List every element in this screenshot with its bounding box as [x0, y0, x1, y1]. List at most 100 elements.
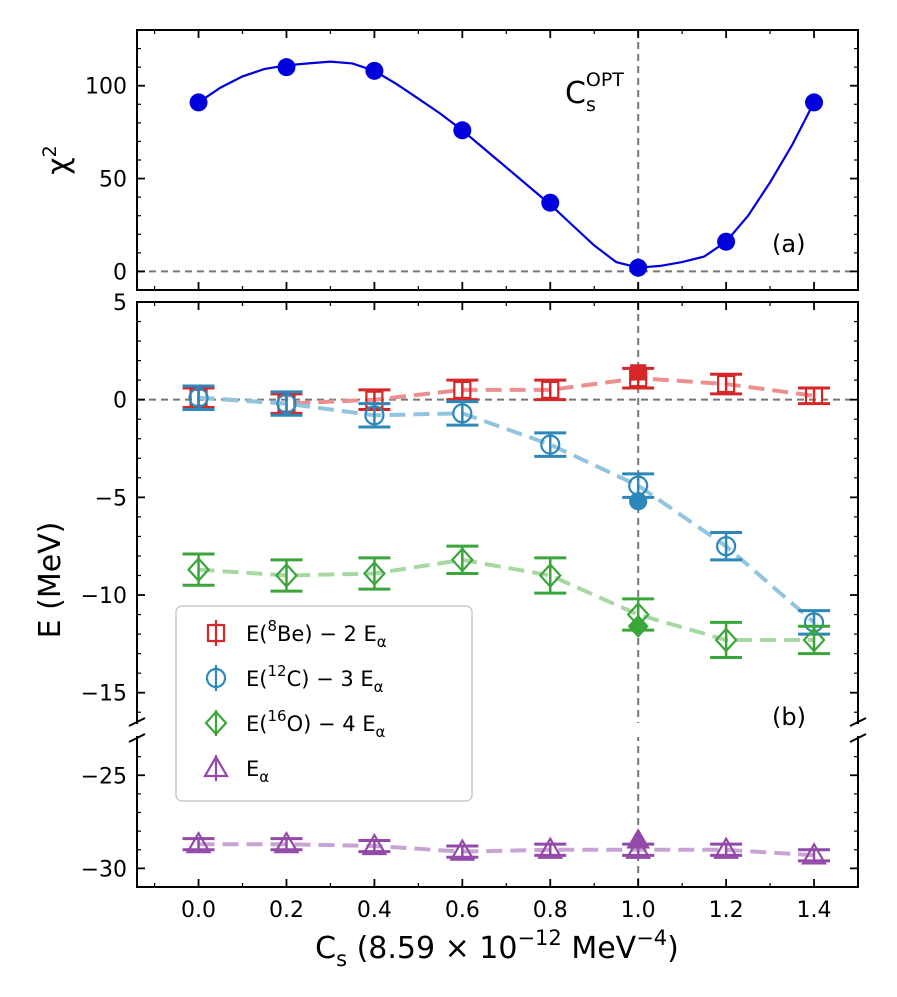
panel-a-reference-lines	[137, 30, 858, 290]
data-point	[540, 434, 561, 455]
panel-a-ylabel-sup: 2	[39, 145, 61, 157]
legend-marker	[206, 623, 226, 643]
legend-entry-diamond: E(16O) − 4 Eα	[204, 707, 386, 741]
ytick-label: −15	[81, 682, 127, 707]
xtick-label: 1.0	[621, 898, 656, 923]
legend-marker	[205, 667, 227, 689]
chi2-point	[365, 61, 384, 80]
data-point	[274, 562, 298, 589]
ytick-label: 5	[113, 291, 127, 316]
data-point	[804, 386, 824, 405]
data-point	[537, 836, 564, 859]
ytick-label: 100	[85, 75, 127, 100]
series-line	[198, 376, 815, 406]
ytick-label: −5	[95, 486, 127, 511]
optimal-point	[627, 614, 649, 638]
data-point	[452, 403, 473, 424]
x-axis-label-base: C	[315, 931, 336, 966]
axis-break-marks	[128, 717, 867, 743]
panel-b-label: (b)	[772, 703, 806, 731]
break-slash-right-bottom	[849, 733, 867, 743]
panel-a-frame	[136, 29, 859, 291]
data-point	[362, 560, 386, 587]
series-diamond	[182, 544, 831, 660]
series-line	[198, 842, 815, 858]
chi2-point	[453, 121, 472, 140]
x-axis-label-exp1: −12	[517, 926, 561, 950]
legend-label-mid: Be) − 2 E	[277, 622, 377, 646]
xtick-label: 1.4	[797, 898, 832, 923]
data-point	[364, 405, 385, 426]
data-point	[276, 393, 297, 414]
ytick-label: −30	[81, 857, 127, 882]
ytick-label: −25	[81, 764, 127, 789]
ytick-label: 50	[99, 168, 127, 193]
legend-label: Eα	[246, 757, 269, 786]
legend-label-prefix: E(	[246, 712, 267, 736]
x-axis-label-end: )	[667, 931, 679, 966]
legend-label-mid: O) − 4 E	[287, 712, 376, 736]
x-axis-label: Cs (8.59 × 10−12 MeV−4)	[315, 926, 679, 971]
series-line	[198, 557, 814, 642]
legend-label: E(8Be) − 2 Eα	[246, 617, 387, 651]
panel-b-ylabel: E (MeV)	[33, 522, 68, 639]
legend-label: E(16O) − 4 Eα	[246, 707, 386, 741]
xtick-label: 0.2	[269, 898, 304, 923]
data-point	[188, 387, 209, 408]
series-line	[198, 395, 816, 624]
legend-entry-triangle: Eα	[203, 754, 269, 786]
ytick-label: −10	[81, 584, 127, 609]
x-axis-label-mid: (8.59 × 10	[347, 931, 517, 966]
chi2-fit-curve	[197, 60, 815, 269]
chi2-point	[717, 232, 736, 251]
break-gap-left	[133, 724, 141, 736]
data-point	[361, 832, 388, 856]
chi2-curve	[197, 60, 815, 269]
optimal-point	[629, 492, 648, 511]
ytick-label: 0	[113, 389, 127, 414]
legend: E(8Be) − 2 EαE(12C) − 3 EαE(16O) − 4 EαE…	[175, 605, 473, 802]
series-square	[182, 364, 831, 415]
legend-label-sup: 8	[267, 617, 277, 635]
panel-a-label: (a)	[772, 230, 805, 258]
panel-a-ylabel-base: χ	[41, 157, 76, 174]
legend-label-prefix: E(	[246, 667, 267, 691]
data-point	[717, 374, 736, 394]
series-triangle	[182, 828, 831, 865]
panel-b-frame	[136, 301, 859, 888]
xtick-label: 0.4	[357, 898, 392, 923]
chi2-point	[277, 58, 296, 77]
legend-marker	[204, 710, 228, 736]
break-gap-right	[854, 724, 862, 736]
c-s-opt-base: C	[565, 76, 586, 111]
xtick-label: 0.0	[181, 898, 216, 923]
legend-label-sub: α	[376, 723, 386, 741]
chi2-point	[805, 93, 824, 112]
data-point	[453, 380, 472, 400]
xtick-label: 0.6	[445, 898, 480, 923]
panel-b-energies: 5 0 −5 −10 −15 −25 −30 0.0 0.2 0.4 0.6 0.8 1.0 1.2 1.4…	[33, 291, 867, 971]
legend-label-sup: 12	[267, 662, 286, 680]
legend-entry-circle: E(12C) − 3 Eα	[205, 662, 384, 696]
data-point	[541, 380, 560, 400]
data-point	[713, 836, 740, 859]
panel-a-ticks: 0 50 100	[85, 30, 858, 290]
break-slash-right-top	[849, 717, 867, 727]
legend-marker	[203, 754, 229, 778]
legend-entry-square: E(8Be) − 2 Eα	[206, 617, 387, 651]
c-s-opt-sub: s	[586, 94, 596, 116]
legend-label-sub: α	[259, 768, 269, 786]
c-s-opt-annotation: Cs OPT	[565, 69, 624, 116]
legend-box	[175, 605, 473, 802]
xtick-label: 1.2	[709, 898, 744, 923]
chi2-point	[541, 193, 560, 212]
legend-entries: E(8Be) − 2 EαE(12C) − 3 EαE(16O) − 4 EαE…	[203, 617, 387, 786]
data-point	[449, 838, 476, 861]
x-axis-label-unit: MeV	[562, 931, 637, 966]
chi2-point	[189, 93, 208, 112]
optimal-point	[626, 828, 651, 849]
legend-label-prefix: E(	[246, 622, 267, 646]
legend-label-sub: α	[374, 678, 384, 696]
data-point	[802, 627, 826, 653]
